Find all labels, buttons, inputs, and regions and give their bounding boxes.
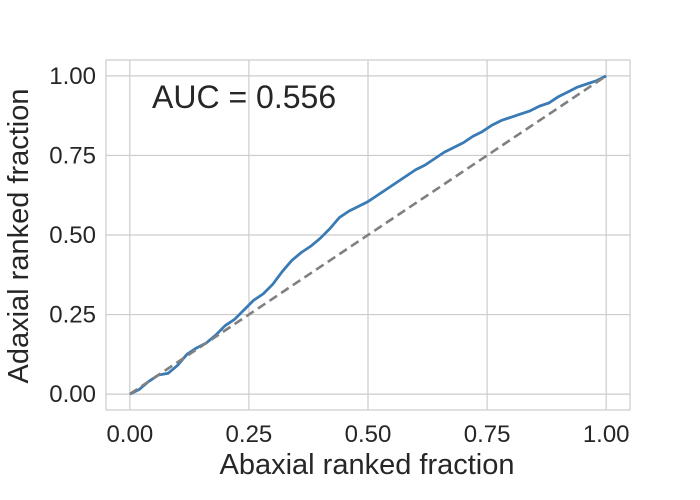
y-tick-labels: 0.00 0.25 0.50 0.75 1.00 [49, 63, 96, 408]
x-tick-label: 0.50 [345, 421, 392, 448]
y-tick-label: 0.75 [49, 142, 96, 169]
auc-annotation: AUC = 0.556 [152, 79, 336, 115]
y-tick-label: 1.00 [49, 63, 96, 90]
grid [106, 60, 630, 410]
series-layer [129, 74, 607, 396]
diagonal-reference-line [129, 74, 607, 396]
x-tick-label: 0.25 [226, 421, 273, 448]
x-tick-label: 0.00 [106, 421, 153, 448]
plot-frame [105, 59, 631, 411]
y-axis-label: Adaxial ranked fraction [3, 89, 35, 384]
x-tick-label: 1.00 [583, 421, 630, 448]
y-tick-label: 0.25 [49, 302, 96, 329]
y-tick-label: 0.50 [49, 222, 96, 249]
x-tick-labels: 0.00 0.25 0.50 0.75 1.00 [106, 421, 629, 448]
x-tick-label: 0.75 [464, 421, 511, 448]
y-tick-label: 0.00 [49, 381, 96, 408]
x-axis-label: Abaxial ranked fraction [220, 449, 515, 481]
